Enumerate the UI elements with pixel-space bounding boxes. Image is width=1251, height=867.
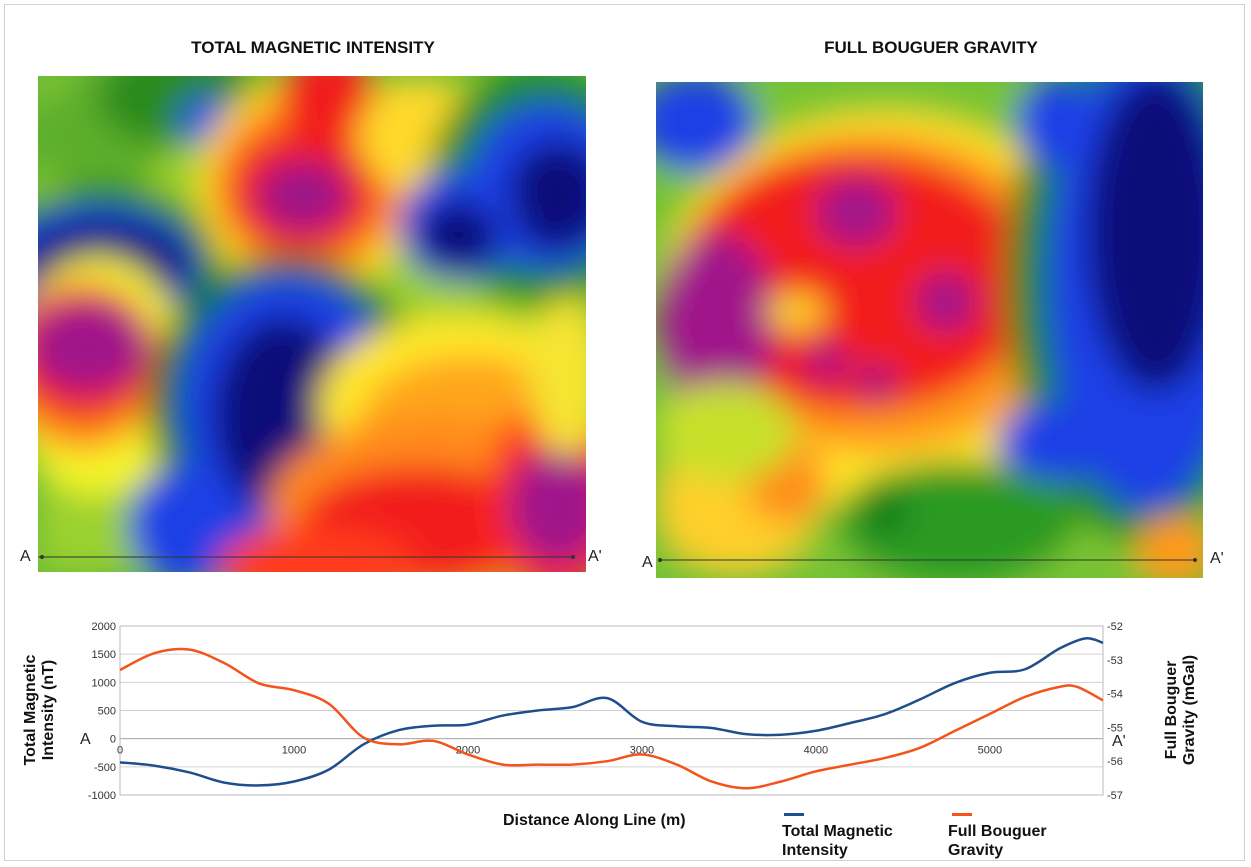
x-tick-label: 0	[117, 745, 123, 757]
x-tick-label: 5000	[978, 745, 1002, 757]
left-tick-label: 1000	[92, 677, 116, 689]
left-tick-label: 500	[98, 706, 116, 718]
profile-end-label: A'	[1112, 733, 1126, 750]
x-tick-label: 4000	[804, 745, 828, 757]
legend-swatch-magnetic	[784, 813, 804, 816]
magnetic-map-title: TOTAL MAGNETIC INTENSITY	[191, 38, 435, 57]
legend-label-magnetic: Total Magnetic Intensity	[782, 823, 893, 859]
figure-frame	[4, 4, 1245, 861]
x-axis-title: Distance Along Line (m)	[503, 812, 686, 829]
legend-label-gravity: Full Bouguer Gravity	[948, 823, 1047, 859]
right-tick-label: -54	[1107, 689, 1123, 701]
chart-series	[119, 637, 1104, 790]
left-tick-label: 0	[110, 734, 116, 746]
series-line-0	[119, 637, 1104, 787]
right-tick-label: -55	[1107, 722, 1123, 734]
magnetic-map-start-label: A	[20, 548, 31, 565]
chart-gridlines	[119, 625, 1104, 796]
gravity-map-title: FULL BOUGUER GRAVITY	[824, 38, 1038, 57]
right-tick-label: -56	[1107, 756, 1123, 768]
magnetic-map-end-label: A'	[588, 548, 602, 565]
legend-swatch-gravity	[952, 813, 972, 816]
right-tick-label: -57	[1107, 790, 1123, 802]
left-tick-label: -1000	[88, 790, 116, 802]
left-tick-label: 1500	[92, 649, 116, 661]
right-axis-title: Full Bouguer Gravity (mGal)	[1163, 590, 1199, 830]
right-tick-label: -53	[1107, 655, 1123, 667]
left-axis-title-text: Total Magnetic Intensity (nT)	[22, 654, 57, 766]
left-tick-label: 2000	[92, 621, 116, 633]
gravity-map-end-label: A'	[1210, 550, 1224, 567]
plot-area	[119, 625, 1104, 796]
profile-start-label: A	[80, 731, 91, 748]
left-tick-label: -500	[94, 762, 116, 774]
gravity-map-start-label: A	[642, 554, 653, 571]
series-line-1	[119, 647, 1104, 790]
magnetic-intensity-map	[38, 76, 586, 572]
left-axis-title: Total Magnetic Intensity (nT)	[22, 590, 58, 830]
x-tick-label: 1000	[282, 745, 306, 757]
x-tick-label: 2000	[456, 745, 480, 757]
right-axis-title-text: Full Bouguer Gravity (mGal)	[1163, 654, 1198, 766]
right-tick-label: -52	[1107, 621, 1123, 633]
bouguer-gravity-map	[656, 82, 1203, 578]
chart-tick-labels: 2000150010005000-500-1000-52-53-54-55-56…	[88, 621, 1123, 802]
